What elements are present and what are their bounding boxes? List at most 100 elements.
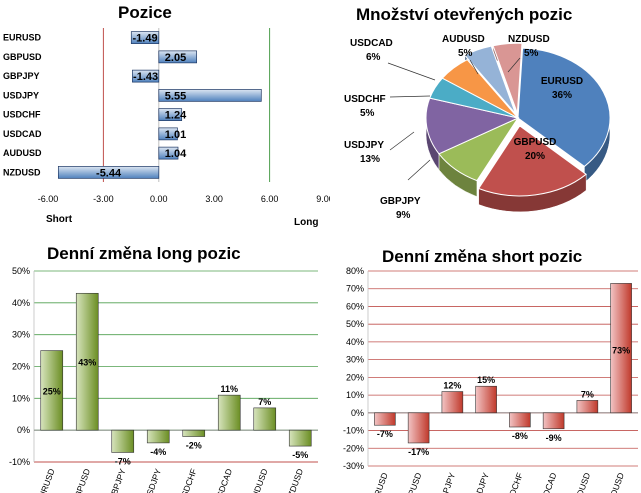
y-tick-label: -20% — [343, 443, 364, 453]
y-tick-label: 10% — [346, 390, 364, 400]
value-label: -1.49 — [133, 33, 158, 45]
pie-slice — [441, 59, 519, 119]
pie-slice-percent: 6% — [366, 52, 381, 63]
open-positions-pie-panel: Množství otevřených pozic EURUSD 36% GBPUS… — [330, 0, 641, 232]
y-tick-label: 40% — [346, 337, 364, 347]
y-tick-label: 70% — [346, 284, 364, 294]
pie-leader-line — [387, 62, 436, 81]
value-label: 15% — [477, 375, 495, 385]
change-bar — [217, 394, 241, 431]
value-label: 25% — [43, 386, 61, 396]
change-bar — [288, 429, 312, 447]
value-label: -5% — [292, 450, 308, 460]
value-label: 5.55 — [165, 90, 186, 102]
pie-slice — [492, 42, 523, 114]
category-label: USDCHF — [177, 467, 199, 493]
change-bar — [576, 400, 599, 414]
category-label: AUDUSD — [3, 148, 42, 158]
y-tick-label: -10% — [343, 426, 364, 436]
position-bar — [158, 108, 183, 121]
pie-top-layer — [425, 42, 611, 197]
y-tick-label: 20% — [12, 362, 30, 372]
pie-slice-label: GBPUSD — [514, 137, 557, 148]
category-label: AUDUSD — [248, 467, 270, 493]
short-change-chart-panel: Denní změna short pozic -30% -20% -10% 0% 10… — [324, 240, 641, 493]
pie-slice-percent: 5% — [360, 108, 375, 119]
pie-leader-line — [407, 159, 431, 181]
positions-chart-panel: Pozice -6.00 -3.00 0.00 3.00 6.00 9.00 Short Lo… — [0, 0, 330, 232]
value-label: 7% — [581, 389, 594, 399]
change-bar — [441, 391, 464, 414]
category-label: EURUSD — [35, 467, 57, 493]
position-bar — [158, 146, 179, 160]
value-label: -5.44 — [96, 167, 122, 179]
y-tick-label: 60% — [346, 301, 364, 311]
category-label: USDCHF — [3, 110, 41, 120]
pie-slice — [463, 45, 516, 114]
change-bar — [40, 350, 64, 431]
value-label: 1.04 — [165, 148, 187, 160]
y-tick-label: -10% — [9, 457, 30, 467]
short-change-bar-chart: -30% -20% -10% 0% 10% 20% 30% 40% 50% 60% 70% 80% -7… — [343, 266, 638, 493]
change-bar — [509, 412, 531, 428]
pie-slice-percent: 36% — [552, 90, 572, 101]
value-label: 73% — [612, 345, 630, 355]
category-label: USDJPY — [142, 467, 163, 493]
y-tick-label: 0% — [17, 425, 30, 435]
value-label: 43% — [78, 358, 96, 368]
long-change-bar-chart: -10% 0% 10% 20% 30% 40% 50% 25% EURUSD 43% GBPUSD -… — [9, 266, 318, 493]
category-label: GBPJPY — [107, 467, 128, 493]
change-bar — [253, 407, 277, 431]
category-label: GBPUSD — [3, 52, 42, 62]
value-label: 2.05 — [165, 52, 186, 64]
y-tick-label: 80% — [346, 266, 364, 276]
pie-slice — [517, 47, 611, 168]
value-label: -2% — [186, 441, 202, 451]
category-label: NZDUSD — [284, 467, 306, 493]
position-bar — [158, 50, 198, 64]
pie-slice — [425, 97, 520, 155]
category-label: GBPJPY — [3, 71, 40, 81]
x-tick-label: -6.00 — [38, 194, 59, 204]
pie-slice-label: USDCHF — [344, 94, 386, 105]
position-bar — [57, 166, 160, 179]
pie-slice-percent: 9% — [396, 210, 411, 221]
value-label: -1.43 — [133, 71, 158, 83]
pie-slice-percent: 20% — [525, 151, 545, 162]
change-bar — [475, 385, 497, 414]
value-label: 11% — [220, 384, 238, 394]
category-label: USDCAD — [537, 471, 559, 493]
y-tick-label: 30% — [346, 355, 364, 365]
pie-chart-title: Množství otevřených pozic — [356, 5, 573, 24]
value-label: -8% — [512, 431, 528, 441]
pie-slice-label: USDJPY — [344, 140, 384, 151]
long-axis-label: Long — [294, 217, 318, 228]
x-tick-label: 9.00 — [316, 194, 330, 204]
change-bar — [610, 283, 632, 414]
value-label: 12% — [443, 381, 461, 391]
value-label: 7% — [258, 397, 271, 407]
position-bar — [132, 69, 160, 83]
y-tick-label: 20% — [346, 372, 364, 382]
category-label: GBPUSD — [70, 467, 92, 493]
change-bar — [374, 412, 396, 426]
pie-leader-line — [469, 59, 479, 75]
positions-bar-chart: -6.00 -3.00 0.00 3.00 6.00 9.00 Short Long EURUS… — [3, 28, 330, 228]
x-tick-label: -3.00 — [93, 194, 114, 204]
y-tick-label: 40% — [12, 298, 30, 308]
value-label: -9% — [546, 433, 562, 443]
pie-leader-line — [389, 95, 431, 98]
category-label: AUDUSD — [571, 471, 593, 493]
short-change-chart-title: Denní změna short pozic — [382, 247, 583, 266]
pie-slice-percent: 13% — [360, 154, 380, 165]
pie-leader-line — [507, 57, 521, 73]
pie-leader-line — [389, 131, 415, 151]
category-label: NZDUSD — [3, 167, 41, 177]
x-tick-label: 6.00 — [261, 194, 279, 204]
short-axis-label: Short — [46, 214, 73, 225]
category-label: USDJPY — [470, 471, 491, 493]
positions-chart-title: Pozice — [118, 3, 172, 22]
category-label: NZDUSD — [604, 471, 626, 493]
pie-slice — [477, 125, 587, 197]
value-label: 1.24 — [165, 110, 187, 122]
